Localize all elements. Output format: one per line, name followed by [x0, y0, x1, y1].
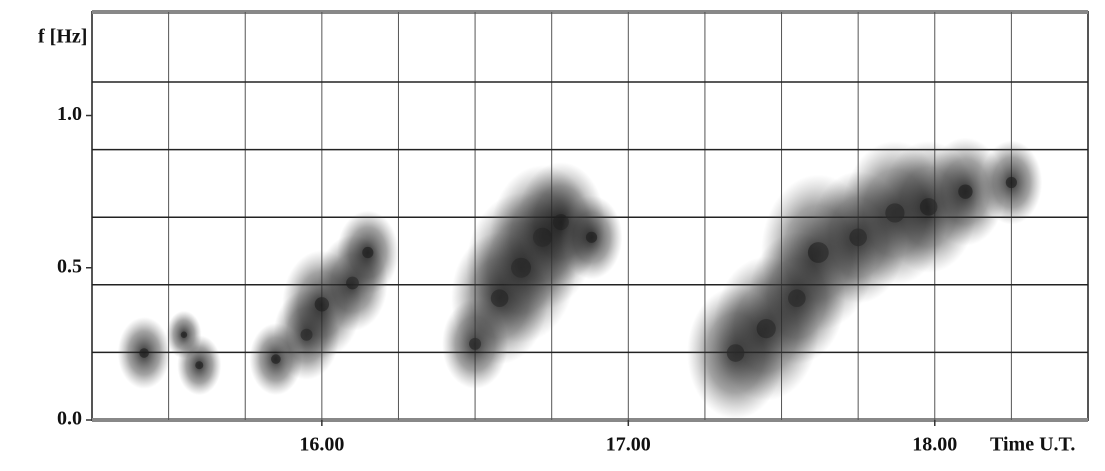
x-axis-label: Time U.T.: [990, 434, 1075, 456]
spectral-core: [585, 231, 598, 243]
spectral-core: [180, 331, 188, 338]
x-tick-label: 17.00: [606, 434, 651, 456]
spectral-core: [1005, 176, 1017, 189]
y-tick-label: 0.5: [57, 255, 82, 277]
spectral-core: [362, 246, 374, 259]
spectral-core: [139, 348, 149, 358]
y-tick-label: 1.0: [57, 103, 82, 125]
x-tick-label: 16.00: [299, 434, 344, 456]
spectral-core: [958, 184, 973, 199]
y-axis-label: f [Hz]: [38, 26, 87, 48]
y-tick-label: 0.0: [57, 408, 82, 430]
x-tick-label: 18.00: [912, 434, 957, 456]
spectral-core: [195, 361, 204, 370]
